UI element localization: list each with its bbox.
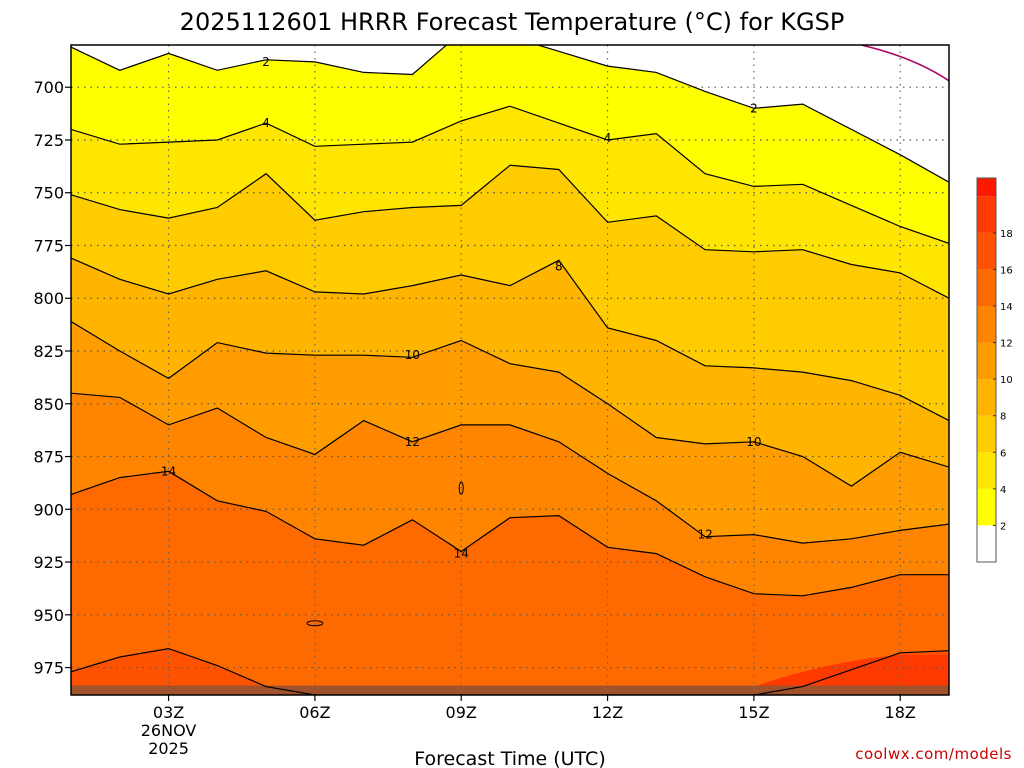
ground-surface <box>71 685 949 695</box>
isotherm-2 <box>71 45 949 183</box>
temperature-band-18 <box>753 654 949 695</box>
colorbar-label: 14 <box>1000 302 1013 313</box>
contour-label: 8 <box>555 260 563 274</box>
x-tick-label: 03Z <box>153 703 184 722</box>
y-tick-label: 925 <box>33 553 64 572</box>
credit-label: coolwx.com/models <box>855 745 1012 763</box>
y-tick-label: 900 <box>33 500 64 519</box>
isotherm-closed-small <box>306 620 324 627</box>
contour-label: 2 <box>750 101 758 115</box>
axis-ticks-layer: 70072575077580082585087590092595097503Z2… <box>33 78 915 758</box>
y-tick-label: 725 <box>33 131 64 150</box>
isotherm-closed-small <box>458 481 464 495</box>
y-tick-label: 800 <box>33 289 64 308</box>
isotherm-10 <box>71 320 949 487</box>
colorbar-swatch <box>977 488 996 526</box>
contour-label: 2 <box>262 55 270 69</box>
x-tick-label: 06Z <box>299 703 330 722</box>
x-axis-title: Forecast Time (UTC) <box>414 748 605 768</box>
x-tick-sublabel: 26NOV <box>141 721 197 740</box>
colorbar-swatch <box>977 525 996 562</box>
colorbar-swatch <box>977 415 996 453</box>
colorbar-swatch <box>977 379 996 416</box>
contour-label: 4 <box>604 131 612 145</box>
isotherm-12 <box>71 392 949 544</box>
temperature-fill-layer <box>71 45 949 695</box>
isotherm-6 <box>71 164 949 299</box>
grid-layer <box>71 45 949 695</box>
x-tick-label: 12Z <box>592 703 623 722</box>
temperature-band-14 <box>71 471 949 695</box>
isotherm-4 <box>71 105 949 244</box>
x-tick-label: 09Z <box>446 703 477 722</box>
x-tick-sublabel: 2025 <box>148 739 189 758</box>
y-tick-label: 875 <box>33 448 64 467</box>
colorbar-label: 16 <box>1000 265 1013 276</box>
colorbar-swatch <box>977 342 996 380</box>
plot-frame <box>70 44 950 696</box>
colorbar-label: 8 <box>1000 412 1006 423</box>
y-tick-label: 950 <box>33 606 64 625</box>
x-tick-label: 15Z <box>738 703 769 722</box>
colorbar-label: 18 <box>1000 229 1013 240</box>
colorbar-label: 12 <box>1000 339 1013 350</box>
x-tick-label: 18Z <box>885 703 916 722</box>
colorbar-swatch <box>977 232 996 270</box>
colorbar-label: 4 <box>1000 485 1006 496</box>
y-tick-label: 750 <box>33 184 64 203</box>
isotherm-0 <box>861 45 949 82</box>
y-tick-label: 975 <box>33 659 64 678</box>
colorbar-swatch <box>977 452 996 489</box>
colorbar-frame <box>976 177 997 563</box>
contour-label-layer: 2 2 4 4 8 10 10 12 12 14 14 <box>161 55 762 561</box>
colorbar-label: 10 <box>1000 375 1013 386</box>
contour-label: 10 <box>405 348 420 362</box>
colorbar-swatch <box>977 306 996 343</box>
contour-label: 14 <box>454 547 469 561</box>
contour-label: 10 <box>746 435 761 449</box>
y-tick-label: 775 <box>33 236 64 255</box>
chart-title: 2025112601 HRRR Forecast Temperature (°C… <box>180 8 845 36</box>
y-tick-label: 850 <box>33 395 64 414</box>
colorbar-swatch <box>977 178 996 197</box>
contour-label: 14 <box>161 464 176 478</box>
isotherm-layer <box>71 45 949 695</box>
y-tick-label: 825 <box>33 342 64 361</box>
colorbar-label: 2 <box>1000 521 1006 532</box>
y-tick-label: 700 <box>33 78 64 97</box>
colorbar-swatch <box>977 269 996 306</box>
contour-label: 4 <box>262 116 270 130</box>
colorbar: 2 4 6 8 10 12 14 16 18 <box>976 177 1013 563</box>
colorbar-swatch <box>977 196 996 233</box>
isotherm-8 <box>71 257 949 422</box>
contour-label: 12 <box>405 435 420 449</box>
isotherm-16 <box>71 647 949 695</box>
colorbar-label: 6 <box>1000 448 1006 459</box>
isotherm-14 <box>71 470 949 597</box>
contour-label: 12 <box>697 528 712 542</box>
